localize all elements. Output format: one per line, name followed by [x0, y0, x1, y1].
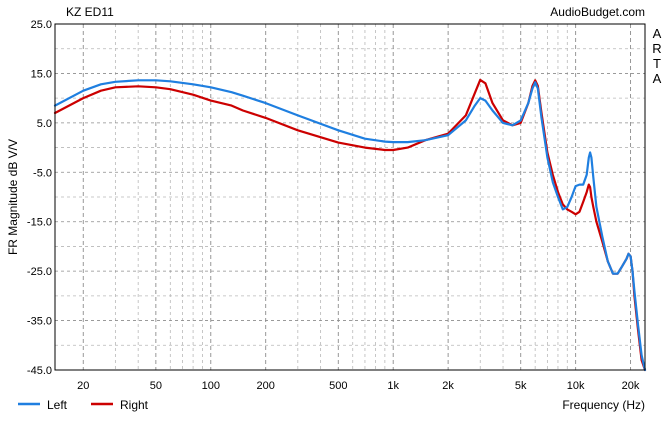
x-tick-label: 20k: [622, 380, 640, 392]
y-tick-labels: 25.0 15.0 5.0 -5.0 -15.0 -25.0 -35.0 -45.0: [27, 19, 52, 377]
y-tick-label: -15.0: [27, 217, 52, 229]
series-layer: [53, 78, 647, 372]
x-tick-label: 5k: [515, 380, 527, 392]
x-tick-label: 20: [77, 380, 89, 392]
y-tick-label: 5.0: [37, 118, 52, 130]
x-tick-label: 500: [329, 380, 347, 392]
x-tick-label: 2k: [442, 380, 454, 392]
y-tick-label: 15.0: [31, 68, 52, 80]
series-line-left: [53, 79, 647, 372]
legend: Left Right: [18, 398, 149, 412]
plot-frame: [54, 23, 646, 371]
legend-label-left: Left: [47, 398, 68, 412]
minor-grid: [55, 24, 645, 370]
watermark: AudioBudget.com: [550, 5, 645, 19]
y-tick-label: 25.0: [31, 19, 52, 31]
x-tick-label: 200: [257, 380, 275, 392]
y-tick-label: -45.0: [27, 365, 52, 377]
x-axis-label: Frequency (Hz): [562, 398, 645, 412]
x-tick-label: 50: [150, 380, 162, 392]
y-tick-label: -35.0: [27, 316, 52, 328]
chart-title: KZ ED11: [66, 5, 114, 19]
x-tick-label: 1k: [387, 380, 399, 392]
y-tick-label: -25.0: [27, 266, 52, 278]
x-tick-label: 10k: [567, 380, 585, 392]
x-tick-label: 100: [202, 380, 220, 392]
major-grid: [55, 24, 645, 370]
legend-label-right: Right: [120, 398, 149, 412]
x-tick-labels: 20 50 100 200 500 1k 2k 5k 10k 20k: [77, 380, 640, 392]
y-axis-label: FR Magnitude dB V/V: [6, 139, 20, 255]
y-tick-label: -5.0: [33, 167, 52, 179]
